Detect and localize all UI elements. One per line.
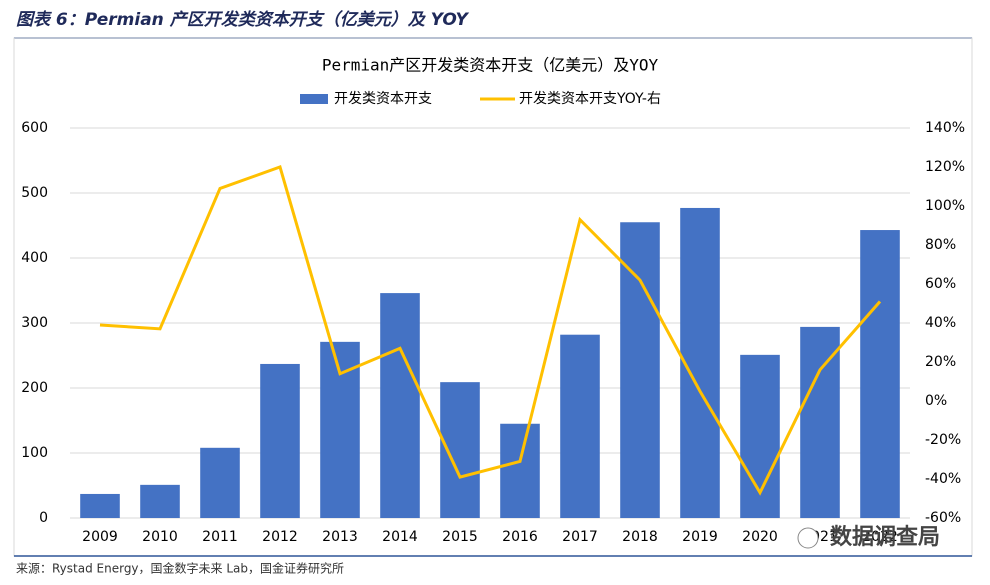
bar [620, 222, 660, 518]
y2-tick-label: 120% [925, 159, 965, 175]
y-tick-label: 500 [21, 185, 48, 201]
x-tick-label: 2016 [502, 529, 538, 545]
bar [560, 334, 600, 518]
chart-title: Permian产区开发类资本开支（亿美元）及YOY [322, 56, 659, 75]
x-tick-label: 2015 [442, 529, 478, 545]
plot: 0 100 200 300 400 500 600 -60% -40% -20% 0% 20% 40% 6… [21, 91, 965, 545]
y2-tick-label: -60% [925, 510, 961, 526]
bar [860, 230, 900, 519]
x-tick-label: 2010 [142, 529, 178, 545]
y2-tick-label: -20% [925, 432, 961, 448]
x-tick-label: 2020 [742, 529, 778, 545]
x-tick-label: 2018 [622, 529, 658, 545]
legend-label: 开发类资本开支 [334, 91, 432, 107]
y-tick-label: 600 [21, 120, 48, 136]
x-tick-label: 2022 [862, 529, 898, 545]
legend-label: 开发类资本开支YOY-右 [519, 91, 661, 107]
legend-swatch [300, 94, 328, 104]
y2-tick-label: 100% [925, 198, 965, 214]
bar [80, 493, 120, 518]
y-tick-label: 100 [21, 445, 48, 461]
x-tick-label: 2009 [82, 529, 118, 545]
bar [260, 363, 300, 518]
watermark: 数据调查局 [830, 524, 940, 550]
x-tick-label: 2011 [202, 529, 238, 545]
source: 来源：Rystad Energy，国金数字未来 Lab，国金证券研究所 [16, 561, 344, 576]
bar [500, 423, 540, 518]
bar [800, 326, 840, 518]
bar [140, 484, 180, 518]
bar [380, 293, 420, 518]
y2-tick-label: 20% [925, 354, 956, 370]
y2-tick-label: -40% [925, 471, 961, 487]
x-tick-label: 2013 [322, 529, 358, 545]
y-tick-label: 200 [21, 380, 48, 396]
header-title: 图表 6：Permian 产区开发类资本开支（亿美元）及 YOY [16, 10, 470, 30]
watermark-group: 数据调查局 [797, 524, 940, 550]
y-tick-label: 0 [39, 510, 48, 526]
y2-tick-label: 60% [925, 276, 956, 292]
x-tick-label: 2017 [562, 529, 598, 545]
x-tick-label: 2019 [682, 529, 718, 545]
y-tick-label: 400 [21, 250, 48, 266]
y2-tick-label: 140% [925, 120, 965, 136]
y2-tick-label: 80% [925, 237, 956, 253]
x-tick-label: 2012 [262, 529, 298, 545]
bar [680, 207, 720, 518]
y-tick-label: 300 [21, 315, 48, 331]
bar [200, 447, 240, 518]
y2-tick-label: 0% [925, 393, 947, 409]
watermark-icon [797, 527, 819, 549]
x-tick-label: 2014 [382, 529, 418, 545]
line [99, 165, 882, 496]
y2-tick-label: 40% [925, 315, 956, 331]
